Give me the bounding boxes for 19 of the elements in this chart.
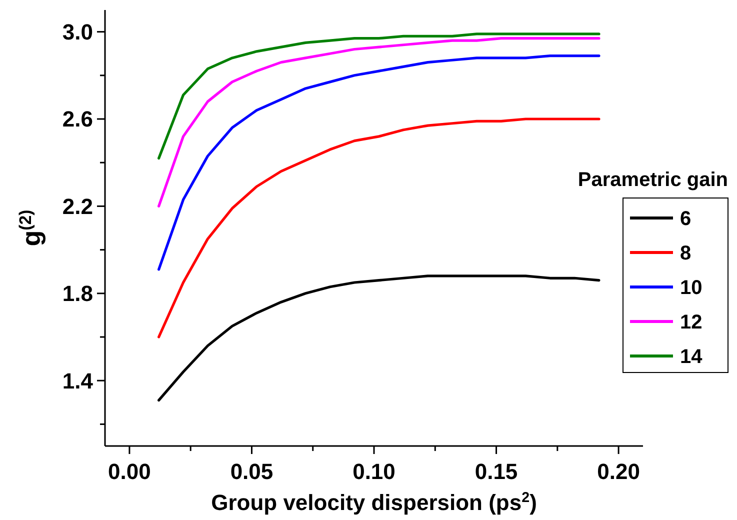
y-tick-label: 1.4: [62, 368, 94, 394]
line-series: [158, 274, 600, 402]
y-tick-label: 2.6: [62, 106, 93, 132]
legend-label: 8: [680, 242, 692, 264]
legend-label: 6: [680, 208, 692, 230]
legend-label: 10: [680, 277, 702, 299]
line-series: [158, 32, 600, 160]
x-tick-label: 0.20: [597, 459, 640, 484]
x-tick-label: 0.15: [474, 459, 518, 484]
legend-title: Parametric gain: [578, 169, 728, 191]
x-tick-label: 0.00: [108, 459, 151, 484]
legend-label: 14: [680, 346, 704, 368]
x-tick-label: 0.05: [230, 459, 274, 484]
y-tick-label: 2.2: [62, 194, 93, 219]
x-tick-label: 0.10: [352, 459, 396, 484]
x-axis-title: Group velocity dispersion (ps$^{2}$): [211, 490, 537, 515]
legend-label: 12: [680, 312, 702, 334]
y-tick-label: 1.8: [62, 281, 93, 306]
y-tick-label: 3.0: [62, 20, 93, 44]
